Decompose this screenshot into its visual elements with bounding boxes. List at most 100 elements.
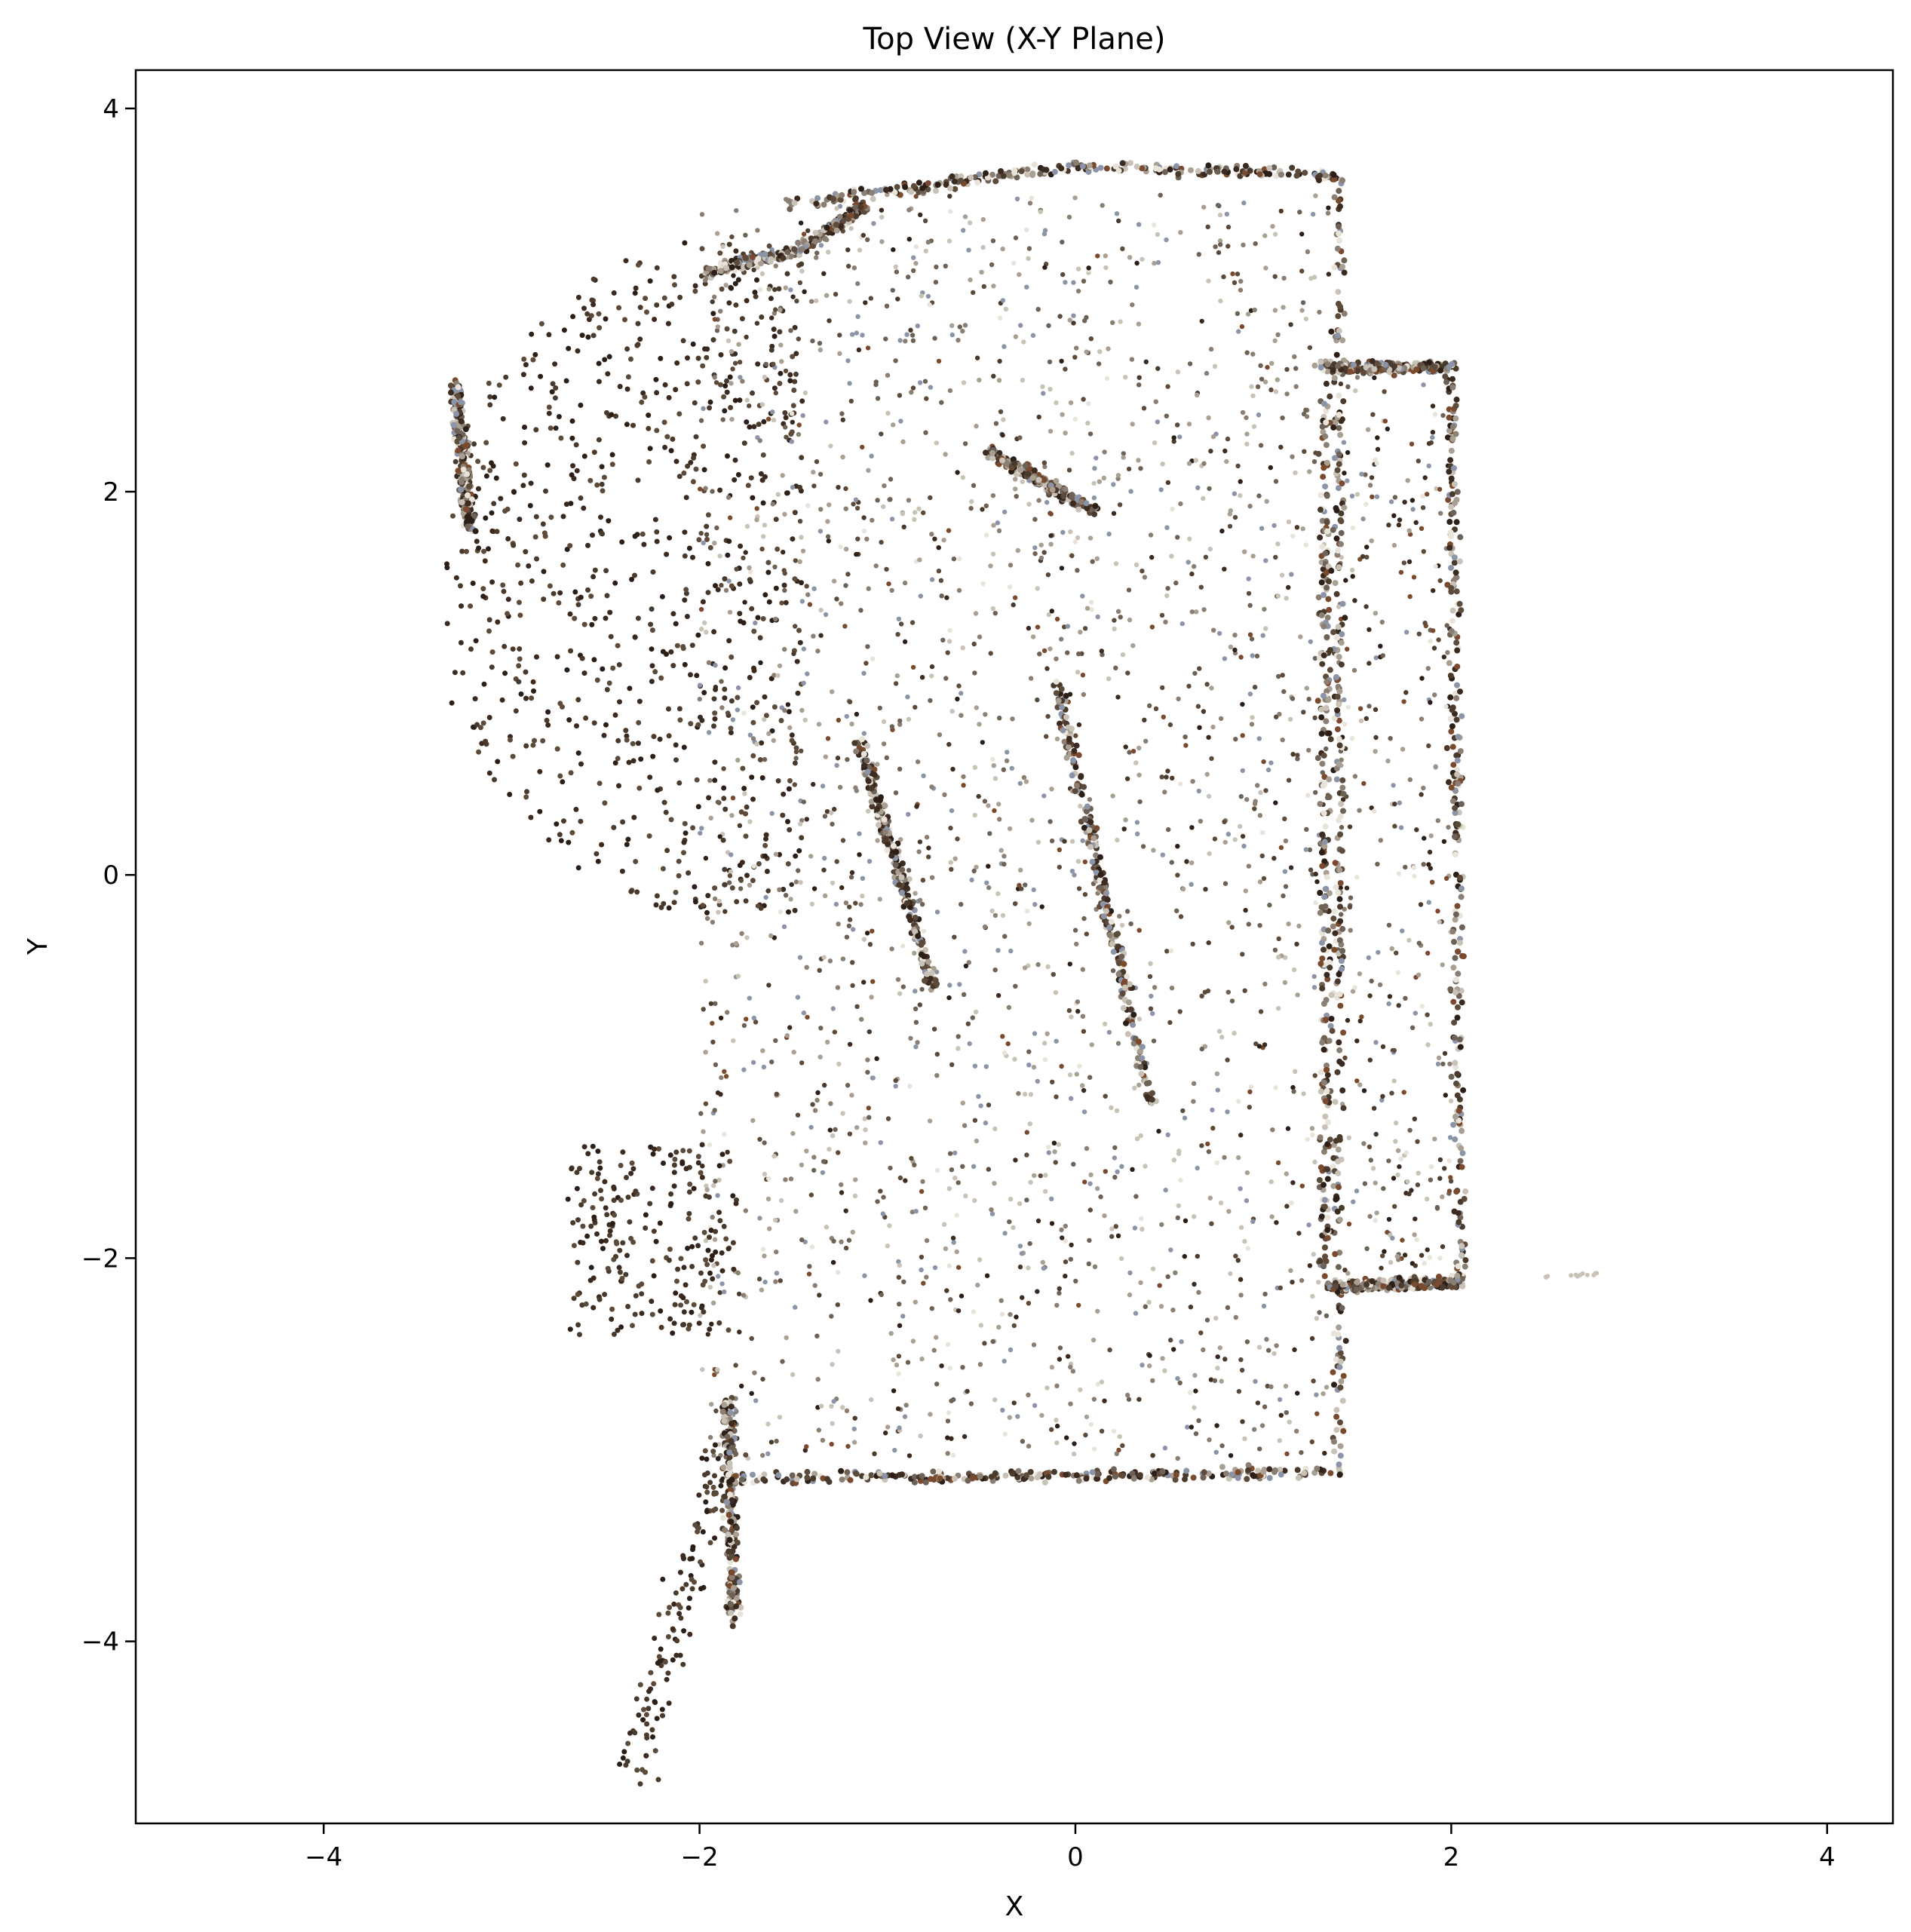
scatter-point: [1024, 171, 1031, 178]
scatter-point: [1035, 839, 1041, 845]
scatter-point: [956, 1265, 962, 1270]
scatter-point: [1286, 922, 1291, 927]
scatter-point: [580, 1240, 586, 1246]
scatter-point: [802, 390, 808, 396]
scatter-point: [649, 646, 655, 652]
scatter-point: [809, 1244, 815, 1250]
scatter-point: [855, 536, 860, 541]
scatter-point: [1328, 328, 1335, 335]
scatter-point: [923, 430, 928, 435]
scatter-point: [624, 422, 630, 428]
scatter-point: [1103, 1169, 1109, 1174]
scatter-point: [1075, 670, 1081, 675]
scatter-point: [1313, 790, 1318, 796]
scatter-point: [1104, 376, 1110, 382]
scatter-point: [1342, 1338, 1349, 1345]
scatter-point: [1229, 925, 1235, 930]
scatter-point: [578, 1202, 584, 1208]
scatter-point: [1312, 1159, 1317, 1165]
scatter-point: [1336, 392, 1342, 399]
scatter-point: [695, 355, 701, 361]
scatter-point: [1415, 1139, 1420, 1145]
scatter-point: [977, 377, 982, 383]
scatter-point: [1361, 1088, 1367, 1093]
scatter-point: [952, 1150, 958, 1156]
scatter-point: [495, 759, 501, 765]
scatter-point: [768, 296, 774, 302]
scatter-point: [716, 1274, 721, 1279]
scatter-point: [664, 434, 670, 440]
scatter-point: [1017, 882, 1022, 888]
scatter-point: [1385, 426, 1391, 431]
scatter-point: [1371, 1106, 1377, 1111]
scatter-point: [986, 885, 992, 891]
scatter-point: [1171, 435, 1176, 440]
scatter-point: [1267, 903, 1272, 908]
scatter-point: [984, 880, 989, 885]
scatter-point: [931, 1477, 937, 1483]
scatter-point: [644, 1735, 650, 1740]
scatter-point: [677, 1569, 683, 1575]
scatter-point: [656, 1612, 662, 1618]
scatter-point: [865, 1057, 870, 1063]
scatter-point: [1339, 337, 1346, 344]
scatter-point: [1095, 1382, 1100, 1387]
scatter-point: [1412, 873, 1417, 879]
scatter-point: [895, 1406, 901, 1412]
scatter-point: [920, 878, 926, 883]
scatter-point: [919, 293, 925, 299]
scatter-point: [919, 185, 925, 192]
scatter-point: [571, 1243, 577, 1249]
scatter-point: [1130, 1475, 1137, 1482]
scatter-point: [1345, 704, 1351, 710]
scatter-point: [852, 195, 859, 202]
scatter-point: [1228, 1471, 1235, 1478]
scatter-point: [837, 333, 842, 338]
scatter-point: [615, 1327, 621, 1333]
scatter-point: [712, 777, 718, 784]
scatter-point: [1428, 1164, 1434, 1170]
scatter-point: [528, 385, 534, 391]
scatter-point: [897, 393, 903, 398]
scatter-point: [1289, 164, 1296, 171]
scatter-point: [1222, 839, 1228, 845]
scatter-point: [854, 1004, 860, 1010]
scatter-point: [773, 616, 778, 622]
scatter-point: [668, 448, 674, 454]
scatter-point: [1073, 1278, 1078, 1284]
scatter-point: [1336, 717, 1342, 724]
scatter-point: [982, 1341, 987, 1346]
scatter-point: [1284, 1171, 1290, 1176]
scatter-point: [1076, 722, 1082, 728]
scatter-point: [1331, 455, 1338, 462]
scatter-point: [801, 680, 806, 685]
scatter-point: [1333, 884, 1339, 891]
scatter-point: [1186, 560, 1191, 565]
scatter-point: [1247, 1105, 1253, 1110]
scatter-point: [843, 506, 848, 511]
scatter-point: [845, 1083, 851, 1088]
scatter-point: [1102, 1213, 1107, 1219]
scatter-point: [946, 1263, 952, 1268]
scatter-point: [599, 1238, 604, 1244]
scatter-point: [1363, 501, 1369, 507]
scatter-point: [1402, 499, 1407, 504]
scatter-point: [550, 381, 556, 387]
scatter-point: [973, 611, 979, 616]
scatter-point: [667, 1316, 673, 1322]
scatter-point: [1260, 1468, 1267, 1475]
scatter-point: [1382, 1249, 1387, 1254]
scatter-point: [1125, 1392, 1130, 1398]
scatter-point: [1094, 455, 1099, 461]
scatter-point: [1248, 1084, 1254, 1090]
scatter-point: [917, 1002, 923, 1007]
scatter-point: [690, 341, 696, 347]
scatter-point: [1022, 965, 1028, 971]
scatter-point: [474, 722, 480, 728]
scatter-point: [1143, 738, 1149, 744]
scatter-point: [738, 543, 744, 549]
scatter-point: [955, 696, 960, 702]
scatter-point: [704, 354, 710, 360]
scatter-point: [1241, 242, 1246, 247]
scatter-point: [632, 1311, 638, 1317]
